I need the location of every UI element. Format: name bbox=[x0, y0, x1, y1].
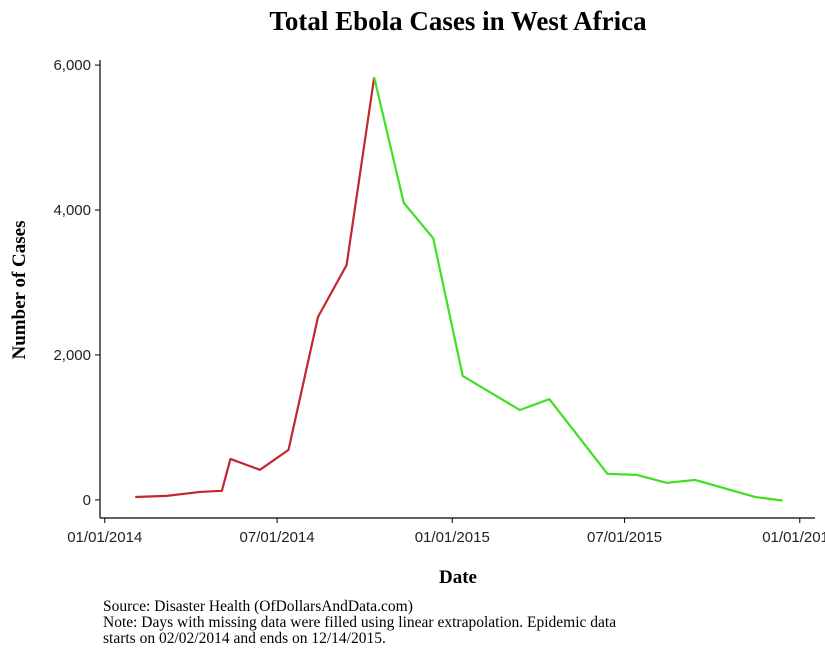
series-line bbox=[373, 77, 783, 502]
x-tick-label: 01/01/2015 bbox=[415, 529, 490, 546]
chart-title: Total Ebola Cases in West Africa bbox=[269, 6, 647, 36]
note: Source: Disaster Health (OfDollarsAndDat… bbox=[103, 598, 413, 615]
x-tick-label: 07/01/2014 bbox=[240, 529, 315, 546]
y-tick-label: 2,000 bbox=[53, 347, 91, 364]
y-tick-label: 4,000 bbox=[53, 202, 91, 219]
y-axis-label: Number of Cases bbox=[9, 221, 30, 360]
x-tick-label: 01/01/2016 bbox=[762, 529, 825, 546]
note: starts on 02/02/2014 and ends on 12/14/2… bbox=[103, 630, 386, 647]
y-tick-label: 6,000 bbox=[53, 57, 91, 74]
x-axis-label: Date bbox=[439, 567, 477, 588]
series-line bbox=[135, 77, 376, 499]
y-tick-label: 0 bbox=[83, 492, 91, 509]
x-tick-label: 07/01/2015 bbox=[587, 529, 662, 546]
note: Note: Days with missing data were filled… bbox=[103, 614, 616, 631]
x-tick-label: 01/01/2014 bbox=[67, 529, 142, 546]
